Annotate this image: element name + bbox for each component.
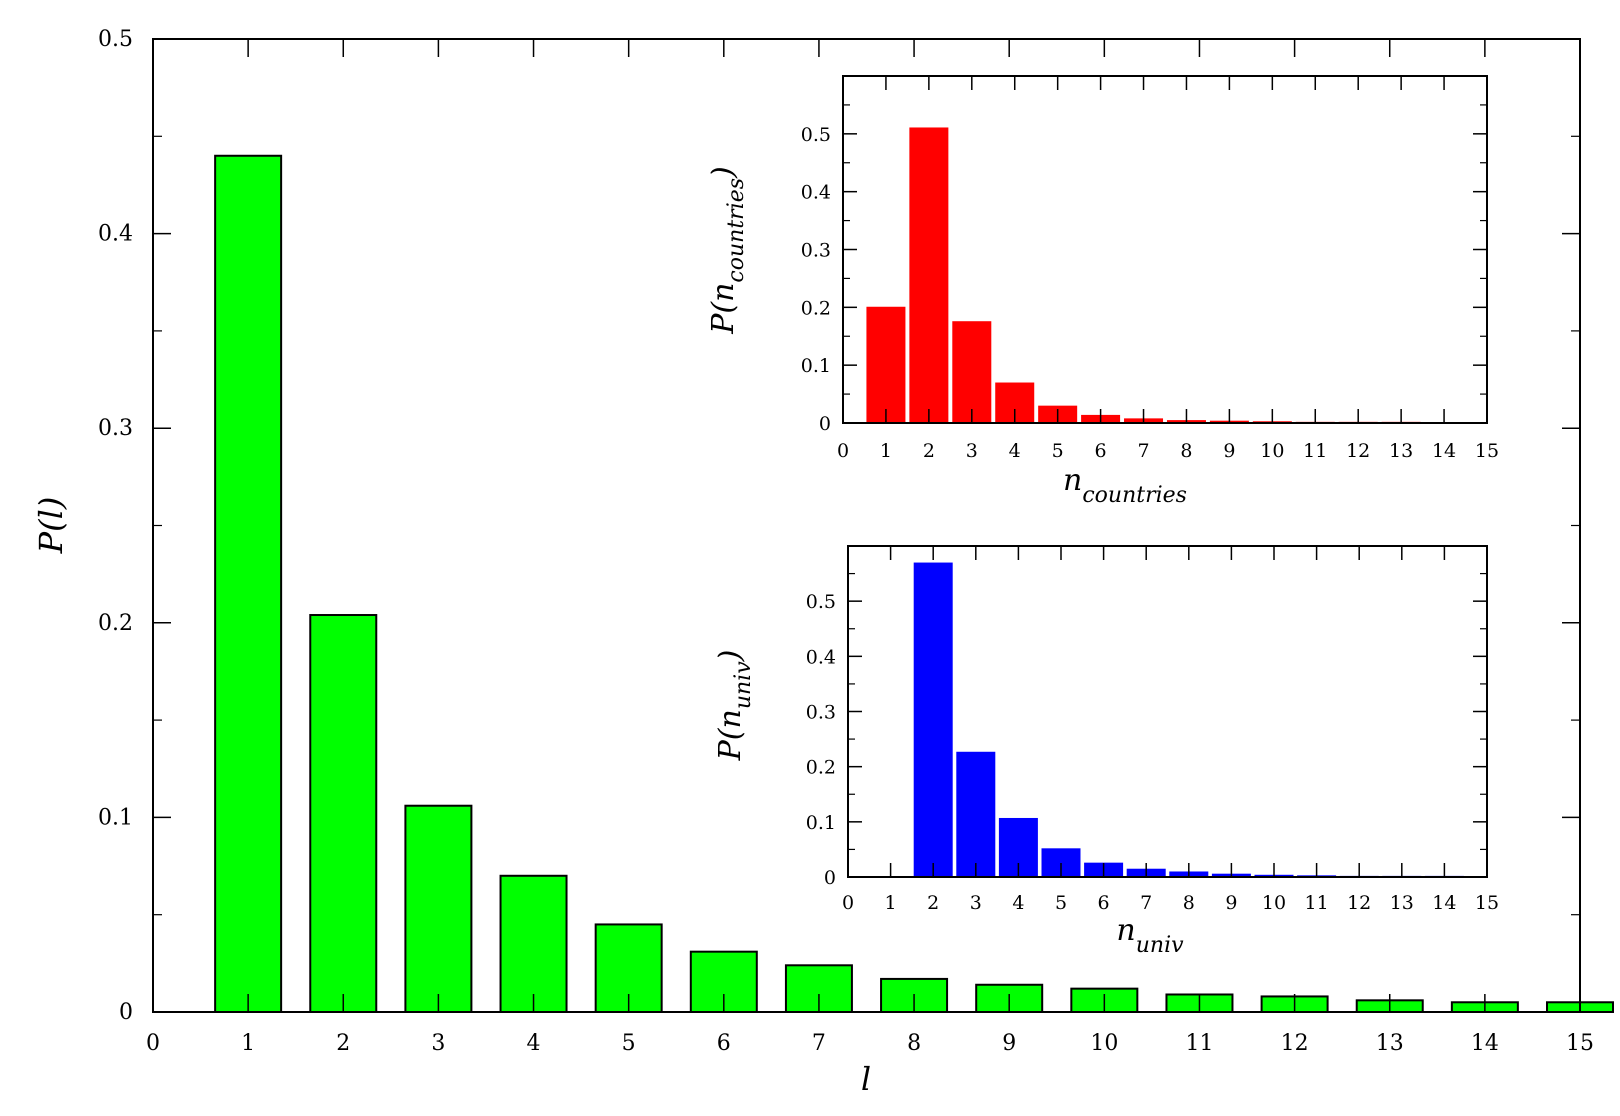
x-tick-label: 13	[1390, 892, 1414, 914]
x-tick-label: 14	[1432, 440, 1456, 462]
y-tick-label: 0.4	[806, 646, 836, 668]
x-tick-label: 15	[1566, 1031, 1594, 1056]
y-tick-label: 0.4	[98, 222, 133, 247]
x-tick-label: 1	[880, 440, 892, 462]
x-tick-label: 10	[1260, 440, 1284, 462]
x-tick-label: 10	[1090, 1031, 1118, 1056]
y-axis-label: P(l)	[32, 497, 70, 555]
bar-2	[909, 127, 949, 423]
y-tick-label: 0.3	[801, 240, 831, 262]
x-tick-label: 14	[1471, 1031, 1499, 1056]
y-tick-label: 0.1	[98, 805, 133, 830]
x-tick-label: 13	[1376, 1031, 1404, 1056]
x-tick-label: 1	[885, 892, 897, 914]
x-tick-label: 11	[1305, 892, 1329, 914]
x-tick-label: 7	[812, 1031, 826, 1056]
bar-1	[866, 306, 906, 423]
y-tick-label: 0.2	[806, 757, 836, 779]
main-chart: 0 1 2 3 4 5 6 7 8 9 10 11 12 13 14 1500.10.20.30.40.5lP…	[32, 27, 1614, 1098]
x-tick-label: 10	[1262, 892, 1286, 914]
y-tick-label: 0	[119, 1000, 133, 1025]
x-tick-label: 5	[1052, 440, 1064, 462]
x-tick-label: 2	[336, 1031, 350, 1056]
y-tick-label: 0	[819, 413, 831, 435]
x-axis-label-main: n	[1063, 463, 1082, 498]
y-tick-label: 0.2	[801, 297, 831, 319]
y-tick-label: 0.4	[801, 182, 831, 204]
x-tick-label: 12	[1347, 892, 1371, 914]
y-axis-label-sub: countries	[724, 178, 749, 283]
x-tick-label: 0	[146, 1031, 160, 1056]
inset-chart-univ: 0 1 2 3 4 5 6 7 8 9 10 11 12 13 14 1500.10.20.30.40.5nu…	[713, 545, 1499, 958]
x-tick-label: 4	[1012, 892, 1024, 914]
bar-3	[404, 804, 473, 1013]
y-tick-label: 0.3	[98, 416, 133, 441]
x-tick-label: 8	[1183, 892, 1195, 914]
x-tick-label: 0	[837, 440, 849, 462]
y-axis-label-close: )	[706, 166, 741, 179]
x-tick-label: 11	[1303, 440, 1327, 462]
x-tick-label: 2	[927, 892, 939, 914]
bar-2	[913, 562, 953, 877]
x-tick-label: 12	[1281, 1031, 1309, 1056]
x-tick-label: 4	[527, 1031, 541, 1056]
bar-3	[952, 321, 992, 423]
x-tick-label: 13	[1389, 440, 1413, 462]
x-axis-label: nuniv	[1116, 913, 1184, 958]
x-tick-label: 1	[241, 1031, 255, 1056]
x-tick-label: 9	[1002, 1031, 1016, 1056]
bar-3	[956, 751, 996, 877]
y-tick-label: 0.1	[801, 355, 831, 377]
x-tick-label: 3	[970, 892, 982, 914]
inset-chart-countries: 0 1 2 3 4 5 6 7 8 9 10 11 12 13 14 1500.10.20.30.40.5nc…	[706, 75, 1499, 508]
x-tick-label: 9	[1223, 440, 1235, 462]
y-axis-label-sub: univ	[731, 661, 756, 709]
y-tick-label: 0.1	[806, 812, 836, 834]
y-tick-label: 0.5	[806, 591, 836, 613]
x-tick-label: 8	[907, 1031, 921, 1056]
x-axis-label-main: n	[1116, 913, 1135, 948]
x-tick-label: 6	[1098, 892, 1110, 914]
x-tick-label: 15	[1475, 892, 1499, 914]
x-tick-label: 9	[1225, 892, 1237, 914]
y-tick-label: 0.5	[98, 27, 133, 52]
x-tick-label: 15	[1475, 440, 1499, 462]
y-tick-label: 0.2	[98, 611, 133, 636]
x-tick-label: 5	[622, 1031, 636, 1056]
y-axis-label: P(ncountries)	[706, 166, 749, 335]
x-tick-label: 3	[966, 440, 978, 462]
y-axis-label-close: )	[713, 650, 748, 663]
y-tick-label: 0	[824, 867, 836, 889]
bar-2	[309, 614, 378, 1013]
y-axis-label-main: P(n	[713, 709, 748, 761]
x-tick-label: 7	[1137, 440, 1149, 462]
y-axis-label-main: P(n	[706, 283, 741, 335]
x-tick-label: 4	[1009, 440, 1021, 462]
x-tick-label: 12	[1346, 440, 1370, 462]
x-tick-label: 14	[1432, 892, 1456, 914]
y-axis-label: P(nuniv)	[713, 650, 756, 762]
y-tick-label: 0.5	[801, 124, 831, 146]
x-tick-label: 6	[717, 1031, 731, 1056]
x-tick-label: 0	[842, 892, 854, 914]
x-tick-label: 2	[923, 440, 935, 462]
x-axis-label-sub: countries	[1082, 483, 1187, 508]
y-tick-label: 0.3	[806, 702, 836, 724]
x-tick-label: 6	[1095, 440, 1107, 462]
x-axis-label-sub: univ	[1136, 933, 1184, 958]
x-tick-label: 8	[1180, 440, 1192, 462]
x-tick-label: 5	[1055, 892, 1067, 914]
bar-1	[214, 154, 283, 1013]
x-tick-label: 7	[1140, 892, 1152, 914]
x-axis-label: ncountries	[1063, 463, 1187, 508]
x-axis-label: l	[861, 1060, 871, 1098]
x-tick-label: 11	[1185, 1031, 1213, 1056]
x-tick-label: 3	[431, 1031, 445, 1056]
bar-4	[499, 874, 568, 1014]
